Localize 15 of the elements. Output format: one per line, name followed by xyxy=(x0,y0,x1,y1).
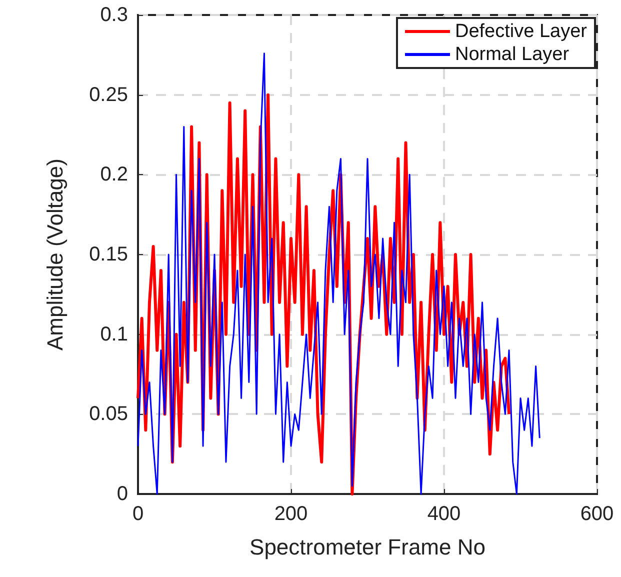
x-tick-label: 600 xyxy=(580,503,614,525)
y-tick-label: 0.05 xyxy=(89,403,128,426)
x-tick-label: 200 xyxy=(274,503,308,525)
x-tick-label: 400 xyxy=(427,503,461,525)
x-tick-label: 0 xyxy=(132,503,144,525)
legend-label: Normal Layer xyxy=(454,44,570,65)
y-tick-label: 0.15 xyxy=(89,244,128,266)
y-tick-label: 0.25 xyxy=(89,84,128,106)
x-axis-title: Spectrometer Frame No xyxy=(250,534,486,560)
y-tick-label: 0 xyxy=(116,483,128,505)
y-tick-label: 0.2 xyxy=(100,164,128,186)
y-tick-label: 0.1 xyxy=(100,323,128,346)
y-axis-title: Amplitude (Voltage) xyxy=(42,158,68,350)
legend-label: Defective Layer xyxy=(454,21,588,42)
y-tick-label: 0.3 xyxy=(100,4,128,26)
